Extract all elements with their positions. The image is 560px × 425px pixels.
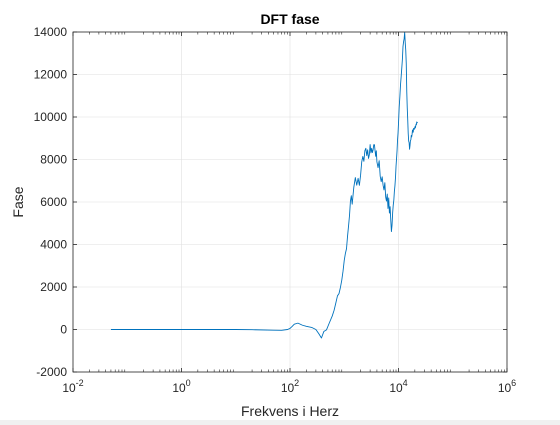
x-tick-label: 10-2 [62,378,83,395]
y-tick-label: 4000 [40,238,67,252]
y-tick-label: 6000 [40,195,67,209]
y-tick-label: 0 [60,323,67,337]
x-tick-label: 100 [172,378,190,395]
x-tick-label: 102 [281,378,299,395]
y-tick-label: 8000 [40,153,67,167]
y-tick-label: 2000 [40,280,67,294]
x-tick-label: 104 [389,378,407,395]
x-tick-label: 106 [498,378,516,395]
series-layer [110,31,418,339]
x-axis-label: Frekvens i Herz [241,403,339,419]
y-axis-label: Fase [10,186,26,217]
y-tick-label: 12000 [34,68,68,82]
ticks: -2000 0 2000 4000 6000 8000 10000 12000 14000 10-… [34,25,517,395]
chart-title: DFT fase [260,11,319,27]
series-line [110,31,418,339]
y-tick-label: 14000 [34,25,68,39]
y-tick-label: 10000 [34,110,68,124]
y-tick-label: -2000 [36,365,67,379]
